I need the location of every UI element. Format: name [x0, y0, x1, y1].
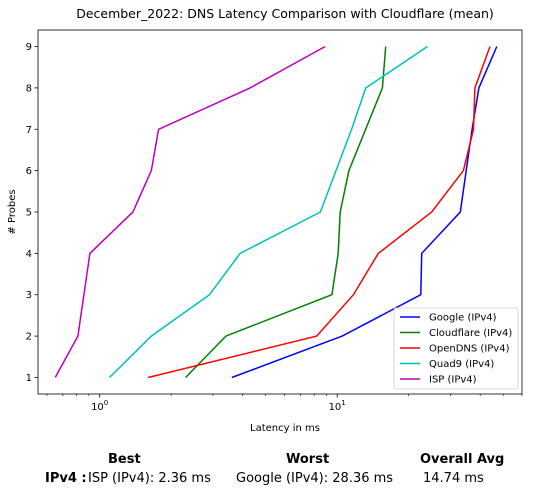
y-tick-label: 2 [26, 332, 32, 343]
legend-label: Quad9 (IPv4) [429, 359, 494, 370]
y-tick-label: 9 [26, 42, 32, 53]
summary-worst-header: Worst [286, 452, 330, 467]
legend-label: ISP (IPv4) [429, 375, 477, 386]
y-tick-label: 1 [26, 373, 32, 384]
summary-avg-value: 14.74 ms [423, 471, 484, 486]
legend-box [393, 307, 519, 390]
summary-best-value: ISP (IPv4): 2.36 ms [88, 471, 211, 486]
summary-row-label: IPv4 : [45, 471, 87, 486]
y-tick-label: 4 [26, 249, 32, 260]
legend-label: OpenDNS (IPv4) [429, 344, 510, 355]
series-line-1 [231, 46, 498, 379]
legend-label: Cloudflare (IPv4) [429, 328, 512, 339]
x-axis-label: Latency in ms [250, 423, 320, 434]
x-tick-label: 101 [329, 399, 346, 413]
series-line-3 [147, 46, 491, 379]
legend: Google (IPv4) Cloudflare (IPv4) OpenDNS (I… [393, 307, 519, 390]
y-tick-label: 6 [26, 166, 32, 177]
series-line-4 [108, 45, 428, 379]
summary-worst-value: Google (IPv4): 28.36 ms [236, 471, 394, 486]
summary-avg-header: Overall Avg [420, 452, 505, 467]
latency-chart: December_2022: DNS Latency Comparison wi… [7, 6, 523, 434]
y-tick-label: 5 [26, 208, 32, 219]
series-line-2 [185, 46, 387, 379]
y-tick-label: 8 [26, 83, 32, 94]
series-lines [54, 45, 498, 379]
x-tick-label: 100 [91, 399, 108, 413]
y-tick-label: 3 [26, 290, 32, 301]
chart-title: December_2022: DNS Latency Comparison wi… [76, 6, 494, 21]
y-axis-label: # Probes [7, 189, 18, 234]
axis-ticks: 1 2 3 4 5 6 7 8 9 100 101 [26, 42, 523, 413]
y-tick-label: 7 [26, 125, 32, 136]
legend-label: Google (IPv4) [429, 313, 497, 324]
summary-best-header: Best [108, 452, 141, 467]
series-line-5 [54, 45, 326, 378]
